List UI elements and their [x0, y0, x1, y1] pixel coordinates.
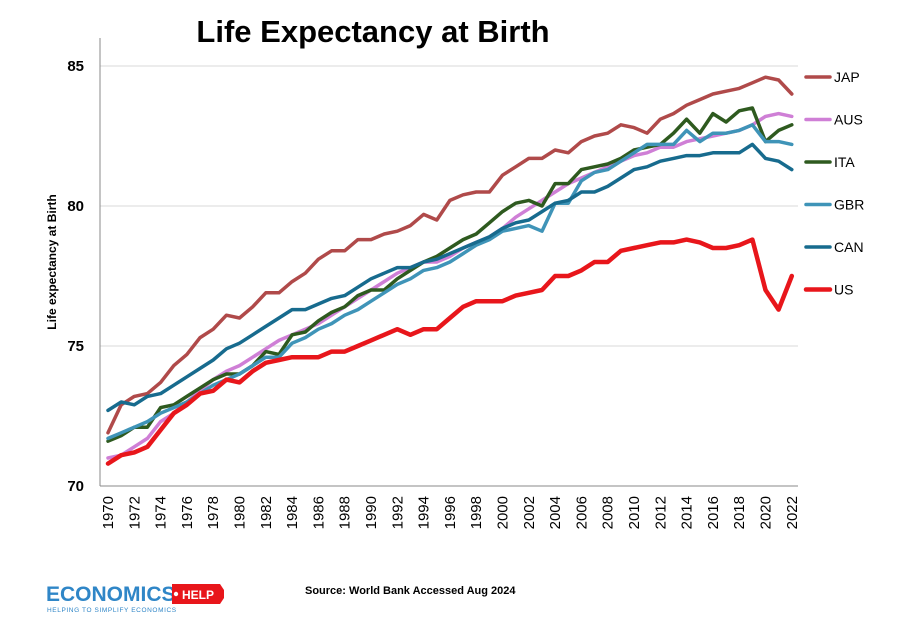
x-tick-label-1978: 1978	[205, 496, 222, 529]
logo-badge-dot	[173, 591, 179, 597]
x-tick-label-1970: 1970	[100, 496, 117, 529]
legend-label-us: US	[834, 282, 853, 298]
x-tick-label-2000: 2000	[495, 496, 512, 529]
series-lines	[105, 75, 795, 466]
x-tick-label-2006: 2006	[573, 496, 590, 529]
x-tick-label-2014: 2014	[679, 496, 696, 529]
series-line-can	[106, 142, 794, 413]
x-tick-label-2008: 2008	[600, 496, 617, 529]
x-axis: 1970 1972 1974 1976 1978 1980 1982 1984 1986 1988…	[100, 485, 801, 529]
x-tick-label-1980: 1980	[232, 496, 249, 529]
legend-label-ita: ITA	[834, 154, 855, 170]
logo-wordmark: ECONOMICS	[46, 583, 176, 606]
y-tick-label-75: 75	[67, 338, 84, 355]
x-tick-label-2002: 2002	[521, 496, 538, 529]
x-tick-label-2018: 2018	[731, 496, 748, 529]
logo-badge-text: HELP	[182, 588, 214, 602]
x-tick-label-2022: 2022	[784, 496, 801, 529]
legend-label-gbr: GBR	[834, 197, 864, 213]
source-note: Source: World Bank Accessed Aug 2024	[305, 585, 516, 597]
legend-label-aus: AUS	[834, 112, 863, 128]
x-tick-label-1992: 1992	[389, 496, 406, 529]
y-axis: 70 75 80 85	[67, 38, 101, 495]
series-line-jap	[106, 75, 794, 435]
x-tick-label-1994: 1994	[416, 496, 433, 529]
y-tick-label-85: 85	[67, 58, 84, 75]
x-tick-label-1982: 1982	[258, 496, 275, 529]
x-tick-label-2012: 2012	[652, 496, 669, 529]
x-tick-label-1976: 1976	[179, 496, 196, 529]
x-tick-label-1990: 1990	[363, 496, 380, 529]
series-line-us	[105, 237, 795, 466]
y-axis-label: Life expectancy at Birth	[45, 194, 59, 329]
x-tick-label-2020: 2020	[758, 496, 775, 529]
chart-title: Life Expectancy at Birth	[196, 14, 549, 49]
y-tick-label-70: 70	[67, 478, 84, 495]
x-tick-label-1986: 1986	[310, 496, 327, 529]
x-tick-label-1974: 1974	[153, 496, 170, 529]
x-tick-label-2016: 2016	[705, 496, 722, 529]
x-tick-label-2004: 2004	[547, 496, 564, 529]
legend: JAP AUS ITA GBR CAN US	[803, 69, 864, 298]
x-tick-label-1996: 1996	[442, 496, 459, 529]
x-tick-label-1984: 1984	[284, 496, 301, 529]
series-line-ita	[106, 106, 794, 443]
economics-help-logo: ECONOMICS HELP HELPING TO SIMPLIFY ECONO…	[46, 583, 224, 614]
legend-label-jap: JAP	[834, 69, 860, 85]
legend-label-can: CAN	[834, 239, 864, 255]
y-tick-label-80: 80	[67, 198, 84, 215]
x-tick-label-2010: 2010	[626, 496, 643, 529]
x-tick-label-1998: 1998	[468, 496, 485, 529]
series-line-aus	[106, 111, 794, 460]
logo-help-badge	[172, 584, 224, 604]
gridlines	[100, 65, 798, 347]
x-tick-label-1972: 1972	[126, 496, 143, 529]
x-tick-label-1988: 1988	[337, 496, 354, 529]
logo-tagline: HELPING TO SIMPLIFY ECONOMICS	[47, 607, 177, 614]
